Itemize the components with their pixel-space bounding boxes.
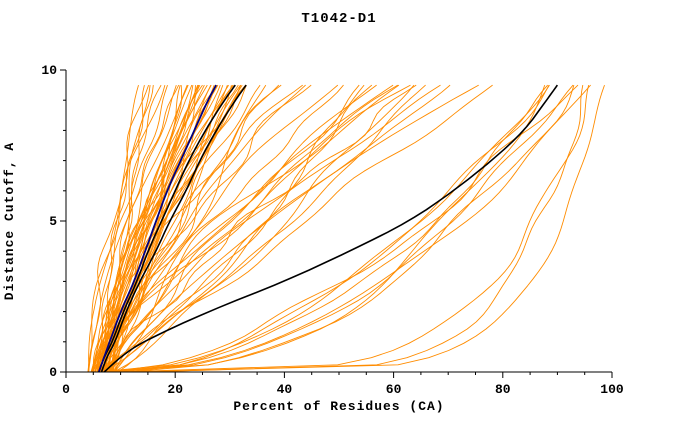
y-tick-label: 0	[49, 365, 57, 380]
x-tick-label: 100	[600, 382, 624, 397]
model-curve	[97, 84, 493, 373]
model-curve	[128, 84, 575, 373]
model-curve	[113, 84, 360, 373]
model-curve	[94, 84, 411, 373]
model-curve	[110, 84, 199, 373]
x-tick-label: 40	[277, 382, 293, 397]
black-curve-left-1	[98, 84, 236, 373]
model-curve	[105, 84, 201, 373]
x-tick-label: 80	[495, 382, 511, 397]
model-curve	[112, 84, 400, 373]
y-axis-label: Distance Cutoff, A	[2, 141, 17, 301]
x-tick-label: 60	[386, 382, 402, 397]
model-curve	[105, 84, 549, 373]
model-curve	[88, 84, 166, 373]
x-tick-label: 20	[167, 382, 183, 397]
model-curve	[117, 84, 574, 373]
y-tick-label: 10	[41, 63, 57, 78]
x-tick-label: 0	[62, 382, 70, 397]
model-curve	[97, 84, 162, 373]
y-tick-label: 5	[49, 214, 57, 229]
model-curve	[104, 84, 441, 373]
model-curve	[87, 84, 150, 373]
model-curve	[99, 84, 550, 373]
model-curve	[91, 84, 212, 373]
navy-highlight-curve	[97, 84, 217, 373]
y-axis-label-wrap: Distance Cutoff, A	[2, 70, 20, 372]
model-curve	[109, 84, 177, 372]
model-curve	[142, 85, 584, 373]
black-curve-left-2	[100, 84, 247, 373]
model-curve	[98, 84, 303, 373]
model-curve	[114, 84, 267, 373]
model-curve	[104, 84, 241, 373]
model-curve	[104, 84, 200, 373]
model-curve	[117, 84, 365, 373]
model-curve	[109, 84, 579, 373]
black-curve-right	[103, 84, 559, 373]
model-curve	[138, 84, 605, 373]
x-axis-label: Percent of Residues (CA)	[233, 399, 445, 414]
model-curve	[96, 84, 394, 373]
model-curve	[88, 84, 139, 373]
model-curve	[117, 85, 590, 373]
model-curve	[105, 84, 344, 373]
model-curve	[90, 85, 145, 373]
model-curve	[109, 84, 377, 373]
model-curve	[99, 84, 208, 373]
model-curve	[92, 84, 247, 373]
model-curve	[113, 84, 415, 373]
model-curve	[111, 84, 451, 373]
model-curve	[91, 84, 199, 373]
chart-title: T1042-D1	[301, 11, 377, 27]
model-curve	[115, 84, 479, 373]
model-curve	[111, 84, 261, 373]
model-curve	[103, 84, 426, 373]
